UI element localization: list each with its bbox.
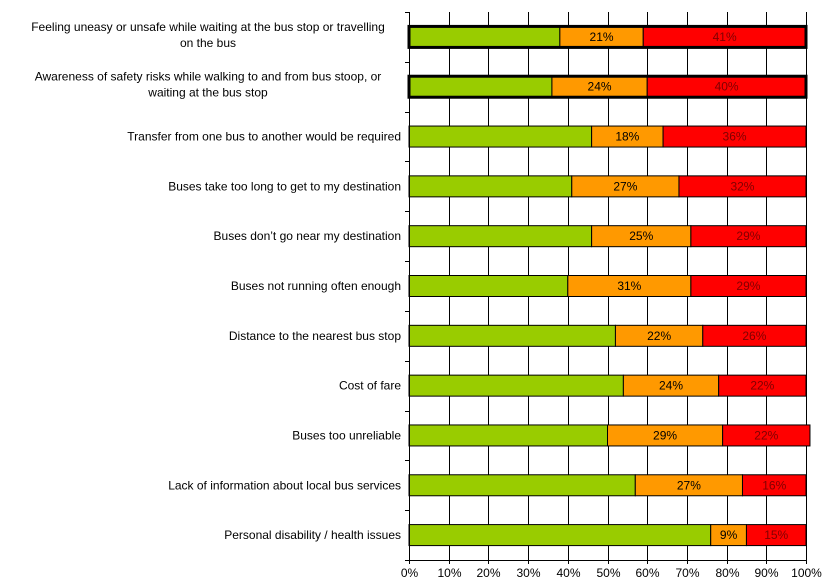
data-label: 24% — [659, 379, 683, 393]
data-label: 31% — [617, 279, 641, 293]
data-label: 21% — [590, 30, 614, 44]
category-label: Lack of information about local bus serv… — [168, 478, 401, 492]
category-label: Transfer from one bus to another would b… — [127, 130, 401, 144]
data-label: 25% — [629, 229, 653, 243]
category-label: Buses not running often enough — [231, 279, 401, 293]
data-label: 36% — [723, 130, 747, 144]
bar-segment — [690, 225, 807, 248]
bar-segment — [408, 374, 624, 397]
bar-segment — [702, 324, 807, 347]
data-label: 22% — [754, 428, 778, 442]
category-label: Feeling uneasy or unsafe while waiting a… — [31, 20, 385, 34]
x-tick-label: 60% — [635, 566, 659, 580]
x-tick-label: 70% — [675, 566, 699, 580]
data-label: 32% — [730, 179, 754, 193]
bar-segment — [662, 125, 807, 148]
bar-segment — [408, 524, 712, 547]
category-label: on the bus — [180, 36, 236, 50]
x-tick-label: 40% — [556, 566, 580, 580]
bar-segment — [408, 25, 561, 48]
bar-segment — [408, 75, 553, 98]
bar-segment — [408, 424, 608, 447]
data-label: 41% — [713, 30, 737, 44]
axes: 0% 10% 20% 30% 40% 50% 60% 70% 80% 90% 100% — [401, 12, 822, 580]
x-tick-label: 50% — [596, 566, 620, 580]
bar-segment — [745, 524, 807, 547]
data-label: 40% — [715, 80, 739, 94]
bar-segment — [408, 175, 573, 198]
x-tick-label: 90% — [754, 566, 778, 580]
bar-segment — [741, 474, 807, 497]
bar-segment — [722, 424, 811, 447]
bar-segment — [408, 324, 616, 347]
data-label: 29% — [736, 229, 760, 243]
data-label: 24% — [588, 80, 612, 94]
data-label: 18% — [615, 130, 639, 144]
bar-segment — [718, 374, 807, 397]
category-labels: Feeling uneasy or unsafe while waiting a… — [31, 20, 401, 542]
bar-segment — [408, 275, 569, 297]
category-label: Personal disability / health issues — [224, 528, 401, 542]
bars — [407, 24, 811, 547]
x-tick-label: 20% — [476, 566, 500, 580]
x-tick-label: 30% — [516, 566, 540, 580]
x-tick-label: 100% — [791, 566, 822, 580]
category-label: Cost of fare — [339, 379, 401, 393]
data-label: 29% — [736, 279, 760, 293]
data-label: 9% — [720, 528, 738, 542]
bar-segment — [408, 125, 593, 148]
data-labels: 21% 41% 24% 40% 18% 36% 27% 32% 25% 29% 31% 29% 22% 2… — [588, 30, 789, 542]
bar-segment — [408, 225, 593, 248]
data-label: 26% — [742, 329, 766, 343]
category-label: Awareness of safety risks while walking … — [35, 70, 382, 84]
x-tick-label: 10% — [437, 566, 461, 580]
data-label: 22% — [750, 379, 774, 393]
bar-segment — [678, 175, 807, 198]
bar-segment — [408, 474, 636, 497]
data-label: 15% — [764, 528, 788, 542]
category-label: Buses take too long to get to my destina… — [168, 179, 401, 193]
category-label: Buses don’t go near my destination — [214, 229, 401, 243]
category-label: Buses too unreliable — [292, 428, 401, 442]
data-label: 29% — [653, 428, 677, 442]
bar-segment — [690, 275, 807, 297]
category-label: Distance to the nearest bus stop — [229, 329, 401, 343]
x-tick-label: 0% — [401, 566, 419, 580]
x-tick-label: 80% — [715, 566, 739, 580]
category-label: waiting at the bus stop — [147, 86, 268, 100]
data-label: 27% — [677, 478, 701, 492]
data-label: 27% — [613, 179, 637, 193]
data-label: 22% — [647, 329, 671, 343]
data-label: 16% — [762, 478, 786, 492]
